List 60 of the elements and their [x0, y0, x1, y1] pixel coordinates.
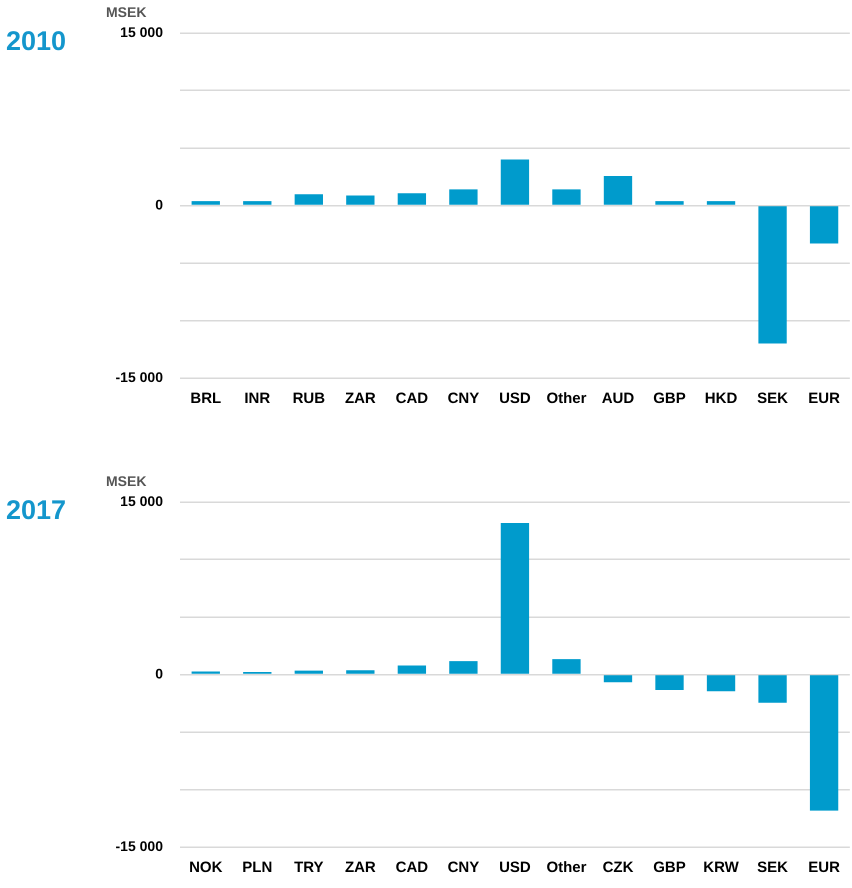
x-tick-label: PLN — [242, 859, 272, 876]
x-tick-label: CNY — [448, 390, 480, 408]
x-tick-label: USD — [499, 859, 531, 876]
x-tick-label: INR — [244, 390, 270, 408]
x-tick-label: CNY — [448, 859, 480, 876]
x-tick-label: CZK — [602, 859, 634, 876]
x-tick-label: Other — [546, 859, 587, 876]
x-tick-label: NOK — [189, 859, 223, 876]
x-tick-label: GBP — [653, 390, 686, 408]
x-tick-label: EUR — [808, 390, 840, 408]
x-tick-label: CAD — [396, 859, 428, 876]
x-tick-label: ZAR — [344, 859, 376, 876]
bar — [604, 675, 632, 682]
bar — [758, 675, 787, 703]
x-tick-label: SEK — [757, 390, 788, 408]
bar — [758, 206, 787, 344]
bar — [346, 195, 375, 205]
x-tick-label: USD — [499, 390, 531, 408]
x-tick-label: TRY — [294, 859, 324, 876]
bar — [449, 189, 478, 205]
x-tick-label: RUB — [292, 390, 326, 408]
bar — [500, 523, 530, 674]
bar — [810, 675, 838, 811]
y-tick-label: 0 — [155, 196, 164, 212]
bar — [500, 160, 530, 205]
bar — [192, 201, 220, 205]
bar — [604, 176, 632, 205]
bar — [810, 206, 838, 244]
x-tick-label: ZAR — [344, 390, 376, 408]
x-tick-label: EUR — [808, 859, 840, 876]
bar — [398, 193, 426, 205]
bar — [655, 675, 684, 690]
bar — [294, 670, 323, 674]
bar — [398, 666, 426, 674]
bar — [294, 194, 323, 205]
y-tick-label: -15 000 — [116, 838, 164, 854]
x-tick-label: SEK — [757, 859, 788, 876]
bar — [552, 659, 581, 674]
bar — [706, 201, 736, 205]
x-tick-label: AUD — [602, 390, 634, 408]
x-tick-label: CAD — [396, 390, 428, 408]
x-tick-label: Other — [546, 390, 587, 408]
y-tick-label: -15 000 — [116, 368, 164, 385]
y-axis-title: MSEK — [106, 4, 146, 20]
x-tick-label: BRL — [190, 390, 222, 408]
bar — [243, 201, 272, 205]
y-axis-title: MSEK — [106, 473, 146, 489]
x-tick-label: HKD — [704, 390, 738, 408]
x-tick-label: GBP — [653, 859, 686, 876]
bar — [346, 670, 375, 674]
bar — [552, 189, 581, 205]
chart-title: 2017 — [6, 495, 66, 526]
bar — [706, 675, 736, 692]
bar — [655, 201, 684, 205]
chart-title: 2010 — [6, 26, 66, 57]
y-tick-label: 15 000 — [120, 24, 164, 40]
y-tick-label: 0 — [155, 665, 164, 682]
bar — [449, 661, 478, 674]
y-tick-label: 15 000 — [120, 492, 164, 509]
x-tick-label: KRW — [703, 859, 740, 876]
